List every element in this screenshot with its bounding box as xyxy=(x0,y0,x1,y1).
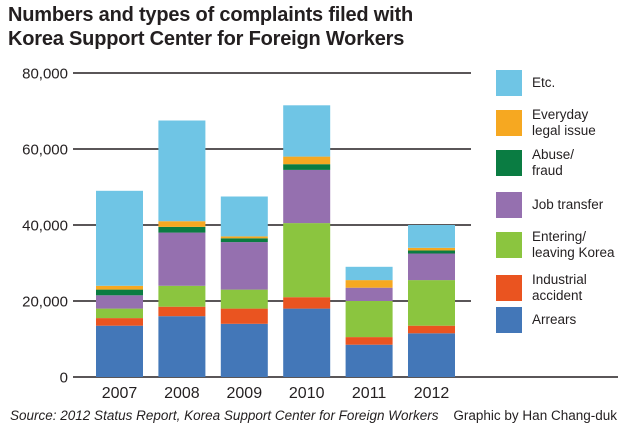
y-tick-label: 0 xyxy=(60,370,68,387)
credit-note: Graphic by Han Chang-duk xyxy=(453,408,617,423)
bar-segment-abuse-fraud-2012 xyxy=(408,250,455,254)
bar-segment-job-transfer-2007 xyxy=(96,295,143,309)
legend-label: Arrears xyxy=(532,312,577,327)
bar-segment-etc-2010 xyxy=(283,105,331,157)
bar-segment-etc-2011 xyxy=(345,266,393,281)
y-tick-label: 60,000 xyxy=(22,142,68,159)
x-tick-label: 2012 xyxy=(414,385,450,402)
legend-label: Entering/ leaving Korea xyxy=(532,229,615,260)
legend-label: Everyday legal issue xyxy=(532,107,596,138)
bar-segment-abuse-fraud-2010 xyxy=(283,164,331,170)
y-tick-label: 20,000 xyxy=(22,294,68,311)
x-tick-label: 2009 xyxy=(227,385,263,402)
bar-segment-industrial-accident-2010 xyxy=(283,297,331,309)
legend-label: Industrial accident xyxy=(532,272,587,303)
bar-segment-everyday-legal-issue-2007 xyxy=(96,285,143,290)
legend-item-job: Job transfer xyxy=(496,192,603,218)
bar-segment-arrears-2007 xyxy=(96,325,143,377)
legend-item-entering: Entering/ leaving Korea xyxy=(496,229,615,261)
bar-segment-industrial-accident-2012 xyxy=(408,325,455,334)
bar-segment-abuse-fraud-2009 xyxy=(220,238,268,243)
bar-segment-arrears-2011 xyxy=(345,344,393,377)
legend-item-etc: Etc. xyxy=(496,70,555,96)
bar-segment-everyday-legal-issue-2011 xyxy=(345,280,393,288)
bar-segment-entering-leaving-korea-2011 xyxy=(345,301,393,338)
legend-swatch xyxy=(496,110,522,136)
legend-swatch xyxy=(496,275,522,301)
bar-segment-entering-leaving-korea-2010 xyxy=(283,223,331,298)
chart-title: Numbers and types of complaints filed wi… xyxy=(8,4,413,50)
legend-item-arrears: Arrears xyxy=(496,307,576,333)
y-tick-label: 80,000 xyxy=(22,66,68,83)
x-tick-label: 2007 xyxy=(102,385,138,402)
bar-segment-arrears-2009 xyxy=(220,323,268,377)
bar-segment-job-transfer-2011 xyxy=(345,287,393,301)
bar-segment-job-transfer-2012 xyxy=(408,253,455,281)
legend-swatch xyxy=(496,192,522,218)
bar-segment-abuse-fraud-2008 xyxy=(158,226,206,233)
stacked-bar-plot: 0 20,000 40,000 60,000 80,000 2007 2008 2009 201… xyxy=(22,66,618,402)
bar-segment-abuse-fraud-2007 xyxy=(96,289,143,296)
bar-segment-everyday-legal-issue-2010 xyxy=(283,156,331,165)
x-tick-label: 2010 xyxy=(289,385,325,402)
bar-segment-entering-leaving-korea-2007 xyxy=(96,308,143,319)
chart-footer: Source: 2012 Status Report, Korea Suppor… xyxy=(10,408,617,423)
legend-swatch xyxy=(496,70,522,96)
y-tick-label: 40,000 xyxy=(22,218,68,235)
bar-segment-industrial-accident-2007 xyxy=(96,318,143,326)
bar-segment-job-transfer-2008 xyxy=(158,232,206,286)
bar-segment-everyday-legal-issue-2012 xyxy=(408,247,455,251)
legend-label: Abuse/ fraud xyxy=(532,147,575,178)
bar-segment-job-transfer-2009 xyxy=(220,242,268,290)
bar-segment-industrial-accident-2008 xyxy=(158,306,206,317)
bar-segment-arrears-2012 xyxy=(408,333,455,377)
bar-segment-job-transfer-2010 xyxy=(283,169,331,224)
bar-segment-industrial-accident-2011 xyxy=(345,337,393,345)
legend-label: Job transfer xyxy=(532,197,604,212)
legend-label: Etc. xyxy=(532,75,556,90)
legend-item-abuse: Abuse/ fraud xyxy=(496,147,574,179)
source-note: Source: 2012 Status Report, Korea Suppor… xyxy=(10,408,439,423)
bar-segment-etc-2012 xyxy=(408,225,455,248)
legend-swatch xyxy=(496,150,522,176)
bar-segment-everyday-legal-issue-2009 xyxy=(220,236,268,239)
legend-item-industrial: Industrial accident xyxy=(496,272,587,304)
bar-segment-entering-leaving-korea-2009 xyxy=(220,289,268,309)
bar-segment-etc-2008 xyxy=(158,120,206,222)
x-tick-label: 2008 xyxy=(164,385,200,402)
bar-segment-arrears-2008 xyxy=(158,316,206,377)
legend-swatch xyxy=(496,232,522,258)
bar-segment-etc-2009 xyxy=(220,196,268,237)
bar-segment-arrears-2010 xyxy=(283,308,331,377)
legend-swatch xyxy=(496,307,522,333)
chart-legend: Etc. Everyday legal issue Abuse/ fraud Job … xyxy=(496,0,621,433)
legend-item-everyday: Everyday legal issue xyxy=(496,107,596,139)
bar-segment-entering-leaving-korea-2012 xyxy=(408,280,455,326)
bar-segment-etc-2007 xyxy=(96,190,143,286)
bar-segment-industrial-accident-2009 xyxy=(220,308,268,324)
bar-segment-everyday-legal-issue-2008 xyxy=(158,221,206,227)
x-tick-label: 2011 xyxy=(352,385,387,402)
bar-segment-entering-leaving-korea-2008 xyxy=(158,285,206,307)
